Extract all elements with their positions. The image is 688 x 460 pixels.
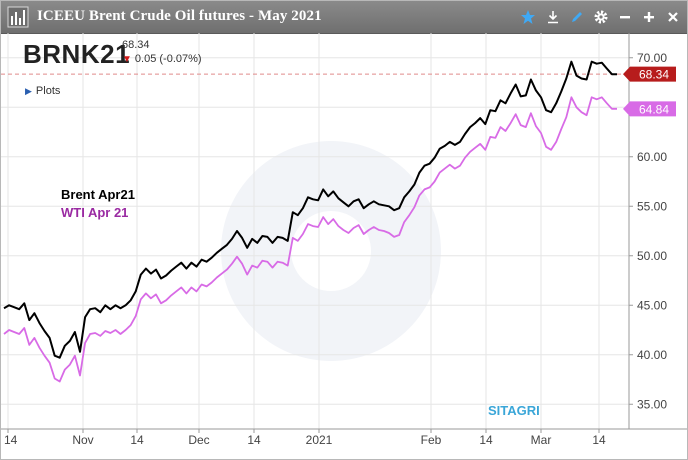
- symbol-label: BRNK21: [23, 39, 131, 69]
- last-value-tag-wti: [623, 101, 676, 117]
- x-tick-label: Dec: [188, 433, 209, 447]
- y-tick-label: 45.00: [637, 298, 667, 312]
- x-tick-label: Feb: [421, 433, 442, 447]
- price-change-value: 0.05 (-0.07%): [134, 53, 202, 65]
- watermark-text: SITAGRI: [488, 403, 540, 418]
- play-triangle-icon: ▶: [25, 86, 32, 96]
- plots-toggle[interactable]: ▶ Plots: [25, 85, 60, 97]
- legend-brent: Brent Apr21: [61, 187, 135, 202]
- watermark-circle-inner: [291, 211, 371, 291]
- y-tick-label: 55.00: [637, 199, 667, 213]
- plots-label: Plots: [35, 85, 61, 97]
- title-bar: ICEEU Brent Crude Oil futures - May 2021: [1, 1, 687, 34]
- window-title: ICEEU Brent Crude Oil futures - May 2021: [37, 8, 322, 24]
- x-tick-label: 2021: [306, 433, 333, 447]
- down-arrow-icon: ▼: [122, 54, 132, 65]
- y-tick-label: 50.00: [637, 249, 667, 263]
- last-price: 68.34: [122, 39, 150, 51]
- star-icon: [521, 10, 535, 24]
- chart-logo-icon: [7, 6, 29, 28]
- last-value-label-brent: 68.34: [639, 68, 669, 82]
- minimize-button[interactable]: [615, 7, 635, 27]
- close-button[interactable]: [663, 7, 683, 27]
- draw-button[interactable]: [567, 7, 587, 27]
- last-value-label-wti: 64.84: [639, 102, 669, 116]
- y-tick-label: 40.00: [637, 348, 667, 362]
- series-line-brent: [3, 60, 617, 359]
- x-tick-label: Mar: [531, 433, 552, 447]
- y-tick-label: 35.00: [637, 397, 667, 411]
- pen-icon: [572, 12, 582, 22]
- x-tick-label: 14: [479, 433, 493, 447]
- x-tick-label: 14: [130, 433, 144, 447]
- x-tick-label: 14: [4, 433, 18, 447]
- x-tick-label: 14: [247, 433, 261, 447]
- x-tick-label: Nov: [72, 433, 93, 447]
- download-button[interactable]: [543, 7, 563, 27]
- gear-icon: [594, 10, 608, 24]
- y-tick-label: 60.00: [637, 150, 667, 164]
- y-tick-label: 70.00: [637, 51, 667, 65]
- legend-wti: WTI Apr 21: [61, 205, 129, 220]
- close-icon: [668, 12, 678, 22]
- minimize-icon: [620, 16, 630, 19]
- download-icon: [548, 11, 558, 24]
- add-button[interactable]: [639, 7, 659, 27]
- last-value-tag-brent: [623, 66, 676, 82]
- series-line-wti: [3, 96, 617, 383]
- settings-button[interactable]: [591, 7, 611, 27]
- favorite-button[interactable]: [518, 7, 538, 27]
- add-icon: [644, 12, 654, 22]
- x-tick-label: 14: [592, 433, 606, 447]
- price-change: ▼ 0.05 (-0.07%): [122, 53, 202, 65]
